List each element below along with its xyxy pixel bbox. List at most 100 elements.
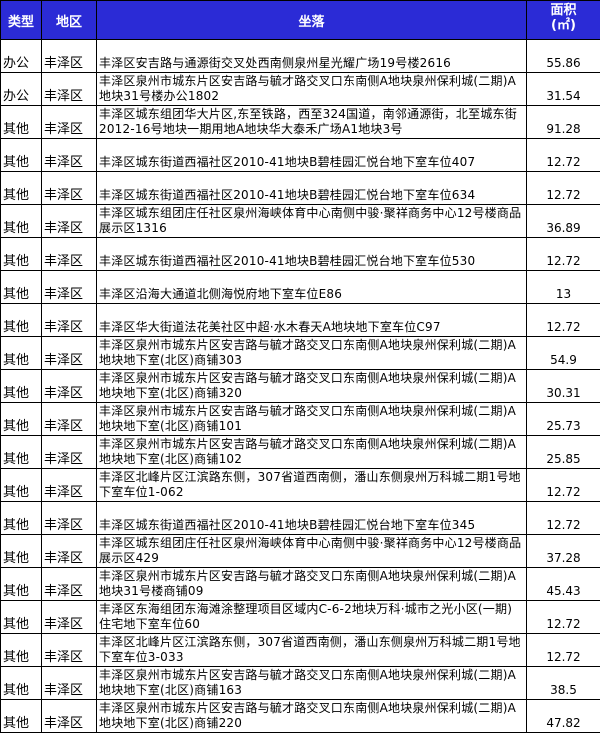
table-row: 其他丰泽区丰泽区北峰片区江滨路东侧，307省道西南侧，潘山东侧泉州万科城二期1号…: [1, 634, 600, 667]
cell-location: 丰泽区城东街道西福社区2010-41地块B碧桂园汇悦台地下室车位407: [97, 139, 527, 172]
cell-area: 37.28: [527, 535, 600, 568]
table-row: 其他丰泽区丰泽区城东街道西福社区2010-41地块B碧桂园汇悦台地下室车位634…: [1, 172, 600, 205]
cell-area: 12.72: [527, 304, 600, 337]
header-location: 坐落: [97, 1, 527, 40]
cell-region: 丰泽区: [42, 271, 97, 304]
cell-area: 12.72: [527, 469, 600, 502]
cell-area: 12.72: [527, 238, 600, 271]
cell-type: 其他: [1, 568, 42, 601]
cell-region: 丰泽区: [42, 436, 97, 469]
cell-area: 47.82: [527, 700, 600, 733]
cell-type: 其他: [1, 238, 42, 271]
cell-type: 其他: [1, 106, 42, 139]
cell-location: 丰泽区城东组团庄任社区泉州海峡体育中心南侧中骏·聚祥商务中心12号楼商品展示区4…: [97, 535, 527, 568]
table-row: 办公丰泽区丰泽区泉州市城东片区安吉路与毓才路交叉口东南侧A地块泉州保利城(二期)…: [1, 73, 600, 106]
cell-region: 丰泽区: [42, 40, 97, 73]
cell-location: 丰泽区华大街道法花美社区中超·水木春天A地块地下室车位C97: [97, 304, 527, 337]
cell-region: 丰泽区: [42, 403, 97, 436]
cell-area: 55.86: [527, 40, 600, 73]
table-row: 其他丰泽区丰泽区泉州市城东片区安吉路与毓才路交叉口东南侧A地块泉州保利城(二期)…: [1, 667, 600, 700]
cell-type: 其他: [1, 304, 42, 337]
cell-type: 其他: [1, 535, 42, 568]
table-row: 其他丰泽区丰泽区泉州市城东片区安吉路与毓才路交叉口东南侧A地块泉州保利城(二期)…: [1, 700, 600, 733]
cell-type: 其他: [1, 370, 42, 403]
cell-type: 办公: [1, 40, 42, 73]
cell-area: 36.89: [527, 205, 600, 238]
cell-type: 其他: [1, 172, 42, 205]
header-area: 面积(㎡): [527, 1, 600, 40]
cell-location: 丰泽区泉州市城东片区安吉路与毓才路交叉口东南侧A地块泉州保利城(二期)A地块地下…: [97, 436, 527, 469]
cell-location: 丰泽区城东组团庄任社区泉州海峡体育中心南侧中骏·聚祥商务中心12号楼商品展示区1…: [97, 205, 527, 238]
cell-area: 54.9: [527, 337, 600, 370]
cell-location: 丰泽区泉州市城东片区安吉路与毓才路交叉口东南侧A地块泉州保利城(二期)A地块31…: [97, 73, 527, 106]
cell-type: 其他: [1, 337, 42, 370]
cell-region: 丰泽区: [42, 139, 97, 172]
cell-region: 丰泽区: [42, 370, 97, 403]
cell-area: 12.72: [527, 172, 600, 205]
cell-region: 丰泽区: [42, 73, 97, 106]
cell-region: 丰泽区: [42, 469, 97, 502]
cell-area: 25.85: [527, 436, 600, 469]
cell-type: 其他: [1, 634, 42, 667]
cell-type: 其他: [1, 667, 42, 700]
cell-region: 丰泽区: [42, 601, 97, 634]
table-row: 其他丰泽区丰泽区泉州市城东片区安吉路与毓才路交叉口东南侧A地块泉州保利城(二期)…: [1, 370, 600, 403]
table-row: 其他丰泽区丰泽区城东组团华大片区,东至铁路，西至324国道，南邻通源街，北至城东…: [1, 106, 600, 139]
cell-area: 38.5: [527, 667, 600, 700]
cell-region: 丰泽区: [42, 337, 97, 370]
cell-area: 12.72: [527, 601, 600, 634]
cell-type: 其他: [1, 436, 42, 469]
cell-location: 丰泽区沿海大通道北侧海悦府地下室车位E86: [97, 271, 527, 304]
header-row: 类型 地区 坐落 面积(㎡): [1, 1, 600, 40]
cell-location: 丰泽区泉州市城东片区安吉路与毓才路交叉口东南侧A地块泉州保利城(二期)A地块地下…: [97, 403, 527, 436]
cell-location: 丰泽区北峰片区江滨路东侧，307省道西南侧，潘山东侧泉州万科城二期1号地下室车位…: [97, 634, 527, 667]
table-row: 其他丰泽区丰泽区东海组团东海滩涂整理项目区域内C-6-2地块万科·城市之光小区(…: [1, 601, 600, 634]
cell-region: 丰泽区: [42, 502, 97, 535]
table-row: 其他丰泽区丰泽区泉州市城东片区安吉路与毓才路交叉口东南侧A地块泉州保利城(二期)…: [1, 403, 600, 436]
table-row: 其他丰泽区丰泽区城东街道西福社区2010-41地块B碧桂园汇悦台地下室车位407…: [1, 139, 600, 172]
cell-type: 其他: [1, 271, 42, 304]
cell-type: 其他: [1, 139, 42, 172]
cell-area: 12.72: [527, 634, 600, 667]
table-row: 其他丰泽区丰泽区城东街道西福社区2010-41地块B碧桂园汇悦台地下室车位345…: [1, 502, 600, 535]
cell-region: 丰泽区: [42, 205, 97, 238]
cell-type: 其他: [1, 403, 42, 436]
cell-type: 办公: [1, 73, 42, 106]
header-region: 地区: [42, 1, 97, 40]
header-area-label: 面积: [550, 3, 576, 18]
cell-type: 其他: [1, 469, 42, 502]
table-row: 其他丰泽区丰泽区城东组团庄任社区泉州海峡体育中心南侧中骏·聚祥商务中心12号楼商…: [1, 205, 600, 238]
cell-location: 丰泽区城东街道西福社区2010-41地块B碧桂园汇悦台地下室车位530: [97, 238, 527, 271]
cell-location: 丰泽区城东街道西福社区2010-41地块B碧桂园汇悦台地下室车位634: [97, 172, 527, 205]
table-row: 其他丰泽区丰泽区泉州市城东片区安吉路与毓才路交叉口东南侧A地块泉州保利城(二期)…: [1, 337, 600, 370]
table-row: 其他丰泽区丰泽区泉州市城东片区安吉路与毓才路交叉口东南侧A地块泉州保利城(二期)…: [1, 436, 600, 469]
cell-type: 其他: [1, 502, 42, 535]
cell-region: 丰泽区: [42, 172, 97, 205]
cell-location: 丰泽区泉州市城东片区安吉路与毓才路交叉口东南侧A地块泉州保利城(二期)A地块地下…: [97, 370, 527, 403]
cell-location: 丰泽区安吉路与通源街交叉处西南侧泉州星光耀广场19号楼2616: [97, 40, 527, 73]
cell-region: 丰泽区: [42, 634, 97, 667]
cell-location: 丰泽区泉州市城东片区安吉路与毓才路交叉口东南侧A地块泉州保利城(二期)A地块地下…: [97, 337, 527, 370]
cell-area: 91.28: [527, 106, 600, 139]
cell-area: 31.54: [527, 73, 600, 106]
cell-location: 丰泽区泉州市城东片区安吉路与毓才路交叉口东南侧A地块泉州保利城(二期)A地块31…: [97, 568, 527, 601]
cell-region: 丰泽区: [42, 700, 97, 733]
cell-type: 其他: [1, 205, 42, 238]
cell-location: 丰泽区城东组团华大片区,东至铁路，西至324国道，南邻通源街，北至城东街2012…: [97, 106, 527, 139]
cell-area: 12.72: [527, 502, 600, 535]
cell-region: 丰泽区: [42, 667, 97, 700]
table-row: 其他丰泽区丰泽区城东街道西福社区2010-41地块B碧桂园汇悦台地下室车位530…: [1, 238, 600, 271]
cell-type: 其他: [1, 700, 42, 733]
cell-area: 25.73: [527, 403, 600, 436]
cell-type: 其他: [1, 601, 42, 634]
cell-region: 丰泽区: [42, 238, 97, 271]
table-row: 其他丰泽区丰泽区北峰片区江滨路东侧，307省道西南侧，潘山东侧泉州万科城二期1号…: [1, 469, 600, 502]
table-row: 其他丰泽区丰泽区泉州市城东片区安吉路与毓才路交叉口东南侧A地块泉州保利城(二期)…: [1, 568, 600, 601]
cell-region: 丰泽区: [42, 106, 97, 139]
cell-area: 30.31: [527, 370, 600, 403]
cell-area: 45.43: [527, 568, 600, 601]
header-area-unit: (㎡): [551, 18, 576, 33]
